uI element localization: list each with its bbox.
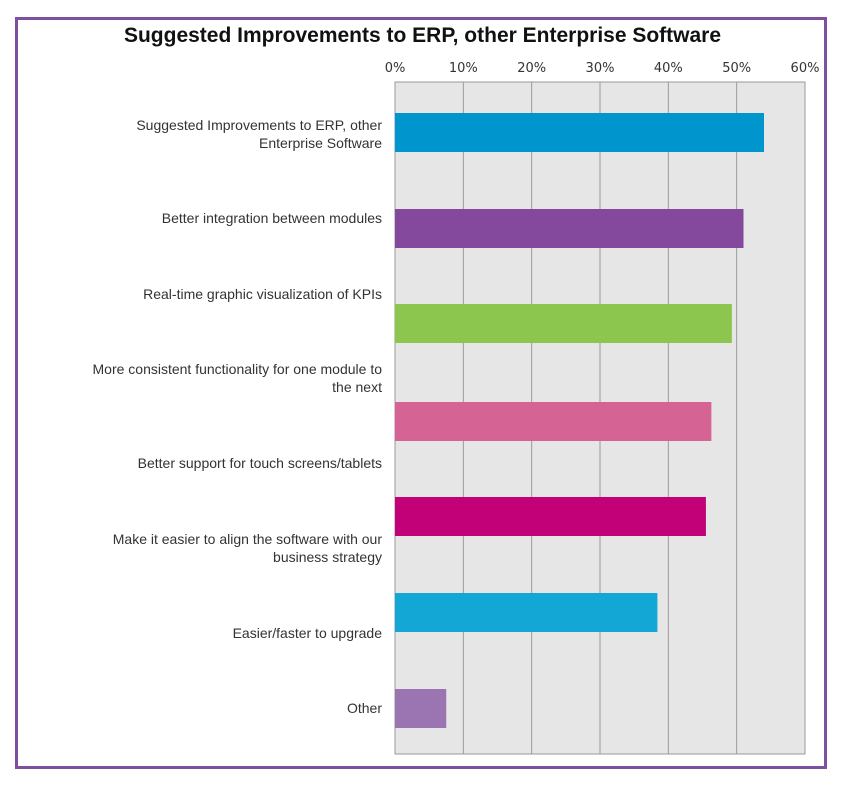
category-label: Better support for touch screens/tablets <box>138 455 382 471</box>
bar <box>395 497 706 536</box>
x-tick-label: 0% <box>385 61 406 76</box>
category-label: More consistent functionality for one mo… <box>93 361 383 377</box>
x-tick-label: 20% <box>517 61 546 76</box>
category-label: Enterprise Software <box>259 135 382 151</box>
category-label: Suggested Improvements to ERP, other <box>136 117 382 133</box>
category-label: business strategy <box>273 549 382 565</box>
category-label: Real-time graphic visualization of KPIs <box>143 286 382 302</box>
x-tick-label: 10% <box>449 61 478 76</box>
bar <box>395 402 712 441</box>
x-tick-label: 40% <box>654 61 683 76</box>
chart-title: Suggested Improvements to ERP, other Ent… <box>123 24 722 47</box>
bar <box>395 304 732 343</box>
category-label: Make it easier to align the software wit… <box>113 531 383 547</box>
bar <box>395 689 447 728</box>
x-tick-label: 60% <box>791 61 820 76</box>
category-label: the next <box>332 379 382 395</box>
category-label: Other <box>347 700 382 716</box>
category-label: Better integration between modules <box>162 210 382 226</box>
bar <box>395 593 658 632</box>
x-tick-label: 50% <box>722 61 751 76</box>
category-label: Easier/faster to upgrade <box>233 625 383 641</box>
bar <box>395 209 744 248</box>
bar <box>395 113 764 152</box>
x-tick-label: 30% <box>586 61 615 76</box>
